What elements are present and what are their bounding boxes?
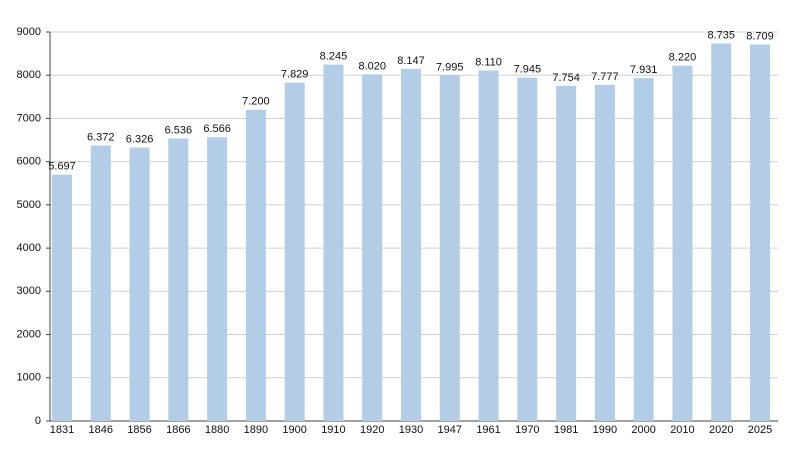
x-tick-label: 2025 [748,424,772,436]
y-tick-label: 8000 [17,69,41,81]
y-tick-label: 2000 [17,328,41,340]
y-tick-label: 4000 [17,242,41,254]
value-label: 5.697 [48,161,76,173]
x-tick-label: 1831 [50,424,74,436]
bar [401,68,421,421]
x-tick-label: 2010 [670,424,694,436]
y-tick-label: 0 [35,415,41,427]
bar [517,77,538,422]
value-label: 7.945 [514,64,542,76]
bar [168,138,189,421]
bar [750,44,770,421]
bar [556,85,577,421]
value-label: 8.735 [707,29,735,41]
value-label: 6.566 [203,123,231,135]
bar [245,109,266,422]
value-label: 7.754 [552,72,580,84]
bar [594,84,615,421]
bar [323,64,344,421]
x-tick-label: 2000 [631,424,655,436]
value-label: 8.245 [320,51,348,63]
bar [90,145,111,421]
x-tick-label: 1910 [321,424,345,436]
x-tick-label: 1900 [282,424,306,436]
x-tick-label: 1880 [205,424,229,436]
x-tick-label: 1890 [244,424,268,436]
value-label: 8.147 [397,55,425,67]
value-label: 6.326 [126,133,154,145]
value-label: 7.995 [436,61,464,73]
bar [362,74,383,421]
y-tick-label: 5000 [17,199,41,211]
x-tick-label: 1970 [515,424,539,436]
bar [478,70,499,422]
value-label: 7.200 [242,96,270,108]
x-tick-label: 1866 [166,424,190,436]
value-label: 8.020 [358,60,386,72]
y-tick-label: 6000 [17,156,41,168]
x-tick-label: 1846 [89,424,113,436]
value-label: 7.829 [281,69,309,81]
x-tick-label: 1947 [438,424,462,436]
bar [284,82,305,421]
value-label: 7.931 [630,64,658,76]
x-tick-label: 1920 [360,424,384,436]
bar [439,75,460,422]
bar [672,65,693,422]
x-tick-label: 1981 [554,424,578,436]
bar [633,78,654,421]
value-label: 8.220 [669,52,697,64]
bar [711,43,732,421]
x-tick-label: 1930 [399,424,423,436]
x-tick-label: 1961 [476,424,500,436]
x-tick-label: 1856 [127,424,151,436]
value-label: 6.536 [165,124,193,136]
x-tick-label: 1990 [593,424,617,436]
value-label: 8.110 [475,56,502,68]
bar [129,147,150,421]
y-tick-label: 7000 [17,112,41,124]
bar [207,137,228,422]
bar [52,174,72,421]
value-label: 6.372 [87,131,115,143]
value-label: 8.709 [746,30,774,42]
y-tick-label: 3000 [17,285,41,297]
x-tick-label: 2020 [709,424,733,436]
y-tick-label: 9000 [17,26,41,38]
y-tick-label: 1000 [17,372,41,384]
value-label: 7.777 [591,71,619,83]
